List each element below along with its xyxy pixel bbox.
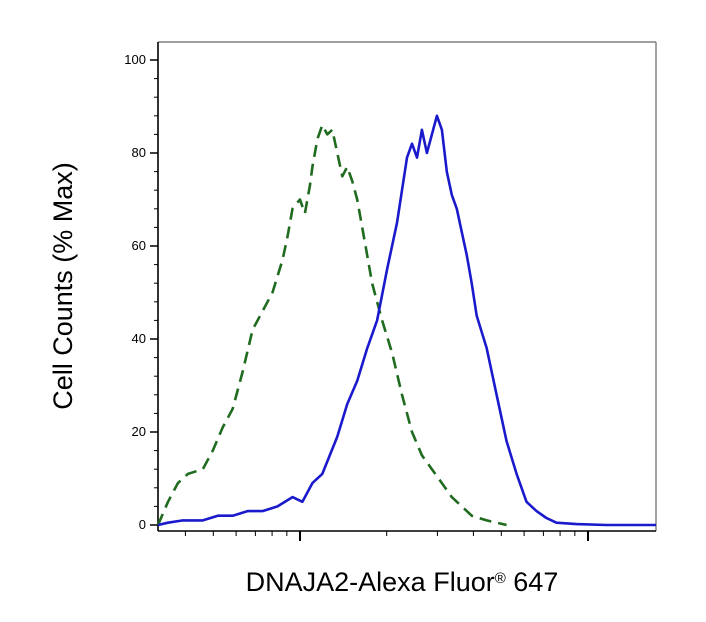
series-line-dashed <box>156 123 507 527</box>
y-tick-label: 0 <box>139 517 146 532</box>
y-tick-label: 40 <box>132 331 146 346</box>
y-tick-label: 20 <box>132 424 146 439</box>
plot-frame <box>157 41 657 532</box>
x-axis-title: DNAJA2-Alexa Fluor® 647 <box>246 567 559 597</box>
series-line-solid <box>157 114 656 527</box>
x-axis-title-suffix: 647 <box>506 567 559 597</box>
y-tick-label: 100 <box>124 52 146 67</box>
y-axis-title: Cell Counts (% Max) <box>48 162 78 410</box>
x-axis-title-registered: ® <box>495 570 506 587</box>
y-tick-label: 80 <box>132 145 146 160</box>
x-axis-title-main: DNAJA2-Alexa Fluor <box>246 567 495 597</box>
y-tick-label: 60 <box>132 238 146 253</box>
x-axis-ticks <box>184 531 589 541</box>
series-layer <box>156 114 656 527</box>
y-axis-ticks: 0 20 40 60 80 100 <box>124 52 158 532</box>
